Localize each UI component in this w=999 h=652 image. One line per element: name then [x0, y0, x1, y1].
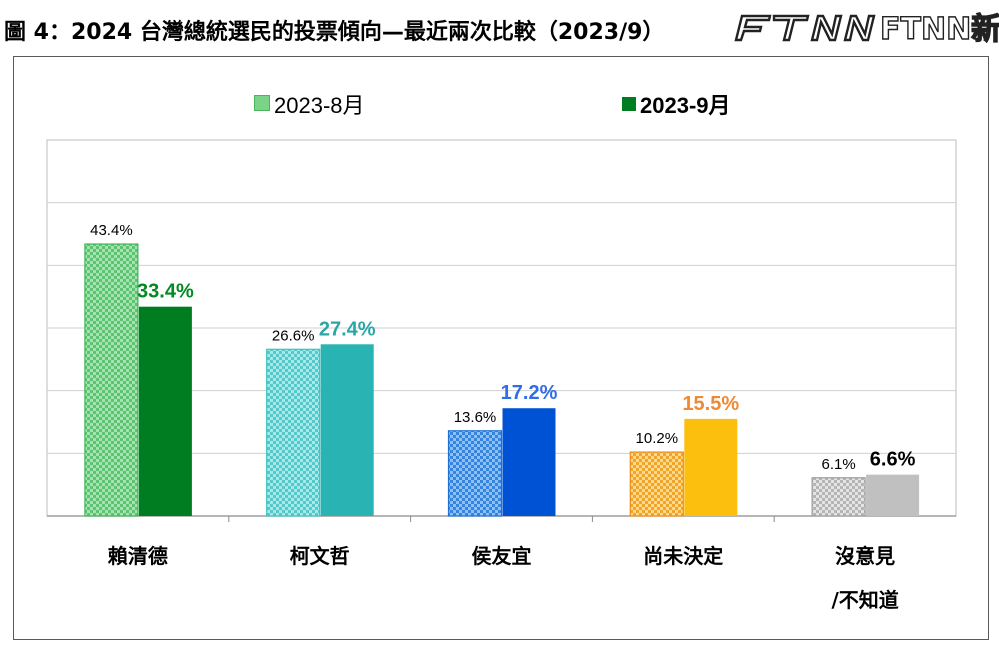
bar-2023-8 — [447, 430, 503, 517]
data-label-2023-8: 6.1% — [821, 456, 855, 473]
legend-item-2023-9: 2023-9月 — [622, 88, 731, 120]
legend-swatch-2023-8 — [254, 95, 270, 111]
category-label: /不知道 — [831, 588, 898, 612]
bar-2023-8 — [266, 348, 321, 517]
data-label-2023-8: 10.2% — [636, 430, 679, 447]
data-label-2023-9: 6.6% — [870, 449, 916, 471]
category-label: 柯文哲 — [290, 544, 350, 568]
chart-frame — [13, 56, 989, 640]
bar-2023-9 — [320, 344, 374, 516]
legend-swatch-2023-9 — [622, 97, 636, 111]
data-label-2023-9: 17.2% — [501, 382, 558, 404]
legend-label-2023-9: 2023-9月 — [640, 93, 731, 118]
chart-title: 圖 4：2024 台灣總統選民的投票傾向—最近兩次比較（2023/9） — [4, 20, 665, 45]
data-label-2023-9: 33.4% — [137, 281, 194, 303]
data-label-2023-8: 43.4% — [90, 222, 133, 239]
bar-2023-9 — [866, 474, 920, 516]
category-label: 沒意見 — [835, 544, 895, 568]
data-label-2023-9: 15.5% — [682, 393, 739, 415]
legend-item-2023-8: 2023-8月 — [254, 88, 365, 120]
category-label: 賴清德 — [108, 544, 168, 568]
bar-2023-8 — [84, 243, 139, 517]
category-label: 尚未決定 — [643, 544, 723, 568]
ftnn-logo: FTNN新聞網 — [728, 6, 999, 48]
bar-2023-8 — [811, 477, 866, 517]
bar-2023-9 — [138, 306, 192, 516]
category-label: 侯友宜 — [472, 544, 532, 568]
bar-2023-9 — [502, 408, 556, 516]
data-label-2023-8: 26.6% — [272, 327, 315, 344]
plot-area: 43.4% 33.4% 賴清德 26.6% 27.4% 柯文哲 13.6%17.2% 侯友宜 1… — [46, 139, 957, 612]
ftnn-logo-graphic: FTNN新聞網 — [734, 11, 999, 48]
bar-2023-8 — [629, 451, 684, 517]
legend-label-2023-8: 2023-8月 — [274, 93, 365, 118]
data-label-2023-8: 13.6% — [454, 409, 497, 426]
data-label-2023-9: 27.4% — [319, 318, 376, 340]
bar-2023-9 — [684, 418, 738, 516]
logo-text: FTNN新聞網 — [880, 12, 999, 47]
